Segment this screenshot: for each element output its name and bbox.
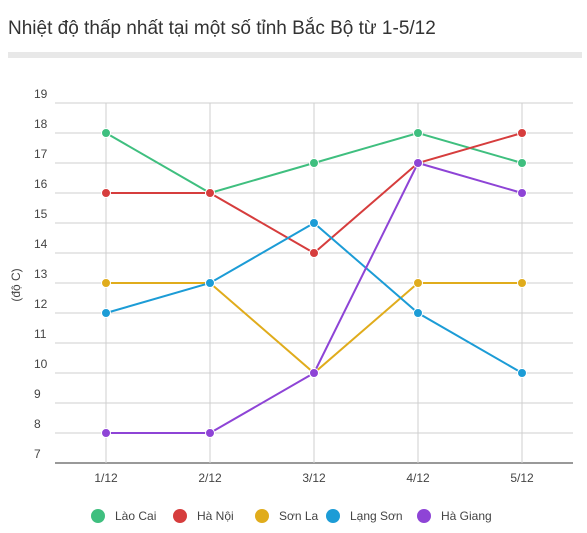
legend-label: Hà Giang [441, 509, 492, 523]
data-point [413, 308, 423, 318]
data-point [205, 278, 215, 288]
data-point [517, 278, 527, 288]
data-point [101, 428, 111, 438]
y-tick-label: 9 [34, 387, 41, 401]
data-point [309, 368, 319, 378]
data-point [309, 158, 319, 168]
legend-marker [91, 509, 105, 523]
data-point [413, 278, 423, 288]
legend-label: Lạng Sơn [350, 509, 403, 523]
page-title: Nhiệt độ thấp nhất tại một số tỉnh Bắc B… [8, 18, 436, 39]
data-point [517, 368, 527, 378]
legend-marker [255, 509, 269, 523]
data-point [101, 188, 111, 198]
x-tick-label: 4/12 [406, 471, 430, 485]
data-point [413, 128, 423, 138]
y-tick-label: 19 [34, 87, 48, 101]
y-tick-label: 18 [34, 117, 48, 131]
legend-label: Sơn La [279, 509, 319, 523]
data-point [517, 128, 527, 138]
data-point [101, 128, 111, 138]
data-point [101, 308, 111, 318]
y-tick-label: 13 [34, 267, 48, 281]
y-tick-label: 10 [34, 357, 48, 371]
y-tick-label: 16 [34, 177, 48, 191]
data-point [517, 158, 527, 168]
x-tick-label: 1/12 [94, 471, 118, 485]
y-tick-label: 15 [34, 207, 48, 221]
x-tick-label: 5/12 [510, 471, 534, 485]
legend-label: Hà Nội [197, 509, 234, 523]
y-tick-label: 12 [34, 297, 48, 311]
y-axis-label: (độ C) [9, 268, 23, 301]
x-tick-label: 2/12 [198, 471, 222, 485]
data-point [205, 188, 215, 198]
y-tick-label: 8 [34, 417, 41, 431]
legend-marker [326, 509, 340, 523]
legend-marker [417, 509, 431, 523]
data-point [101, 278, 111, 288]
title-divider [8, 52, 582, 58]
data-point [413, 158, 423, 168]
x-tick-label: 3/12 [302, 471, 326, 485]
y-tick-label: 17 [34, 147, 48, 161]
data-point [309, 248, 319, 258]
y-tick-label: 14 [34, 237, 48, 251]
data-point [309, 218, 319, 228]
legend-label: Lào Cai [115, 509, 156, 523]
legend-marker [173, 509, 187, 523]
y-tick-label: 7 [34, 447, 41, 461]
data-point [205, 428, 215, 438]
data-point [517, 188, 527, 198]
y-tick-label: 11 [34, 327, 47, 341]
